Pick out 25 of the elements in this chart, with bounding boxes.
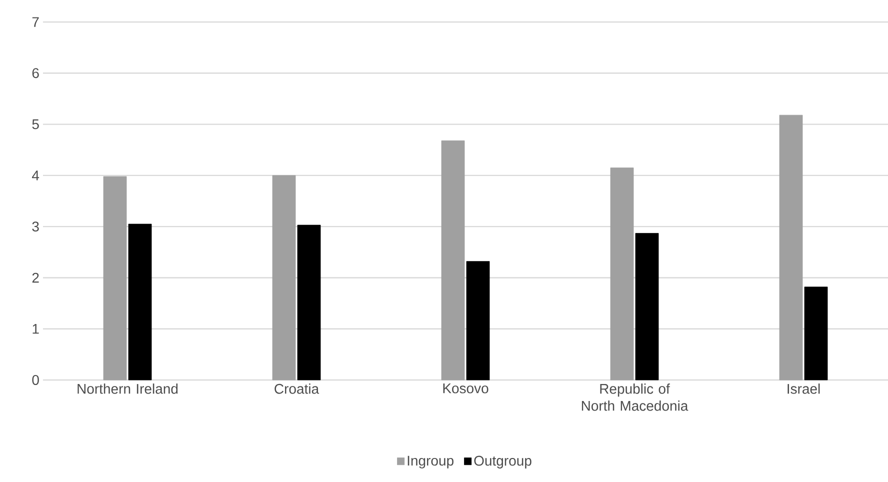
- y-tick-label: 6: [32, 68, 39, 78]
- bar: [103, 176, 127, 380]
- y-tick-label: 2: [32, 272, 39, 283]
- y-tick-label: 5: [32, 119, 39, 130]
- bar: [272, 175, 296, 380]
- x-tick-label: Northern Ireland: [78, 384, 178, 394]
- bar: [128, 224, 152, 380]
- legend-label: Outgroup: [474, 456, 532, 468]
- y-tick-label: 3: [32, 222, 39, 232]
- x-tick-label: Croatia: [274, 384, 320, 394]
- bar: [804, 286, 828, 380]
- x-tick-label: Kosovo: [443, 384, 488, 394]
- y-tick-label: 7: [32, 17, 39, 27]
- y-tick-label: 4: [32, 170, 40, 180]
- bar: [297, 224, 321, 380]
- bar: [779, 114, 803, 380]
- y-tick-label: 0: [32, 375, 39, 385]
- bar: [466, 261, 490, 380]
- bar: [441, 140, 465, 380]
- y-tick-label: 1: [32, 324, 39, 334]
- legend-label: Ingroup: [408, 456, 454, 468]
- bar: [610, 168, 634, 380]
- x-tick-label: Republic of North Macedonia: [582, 384, 688, 411]
- x-tick-label: Israel: [788, 384, 820, 394]
- bar: [635, 233, 659, 380]
